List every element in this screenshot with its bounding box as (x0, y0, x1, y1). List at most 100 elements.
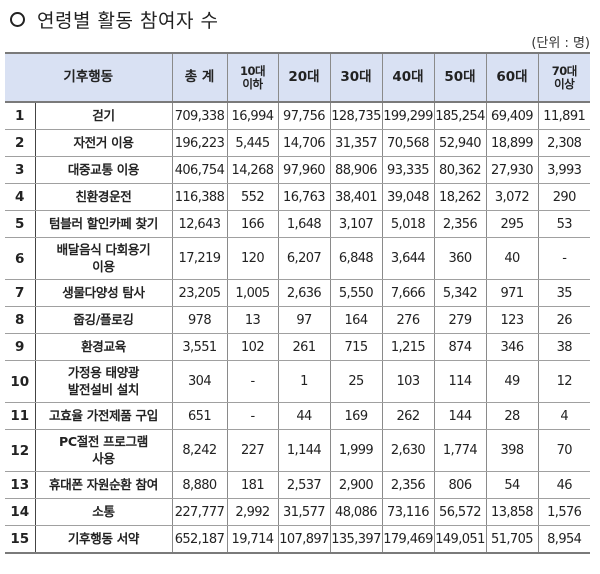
cell-age-60: 346 (485, 333, 539, 361)
cell-age-50: 360 (433, 237, 487, 280)
activity-name: 걷기 (34, 102, 173, 130)
row-number: 11 (5, 402, 36, 430)
header-activity: 기후행동 (5, 52, 173, 103)
activity-name-line1: 환경교육 (81, 338, 126, 354)
cell-age-30: 25 (329, 360, 383, 403)
cell-age-10-under: 102 (226, 333, 279, 361)
activity-name: 생물다양성 탐사 (34, 279, 173, 307)
table-row: 2 자전거 이용 196,223 5,445 14,706 31,357 70,568 52,… (5, 129, 590, 157)
cell-age-10-under: 552 (226, 183, 279, 211)
cell-age-30: 135,397 (329, 525, 383, 554)
cell-age-20: 1,648 (277, 210, 331, 238)
cell-age-30: 3,107 (329, 210, 383, 238)
activity-name: 줍깅/플로깅 (34, 306, 173, 334)
table-row: 7 생물다양성 탐사 23,205 1,005 2,636 5,550 7,666 5,342… (5, 279, 590, 307)
cell-age-60: 49 (485, 360, 539, 403)
row-number: 13 (5, 471, 36, 499)
table-row: 15 기후행동 서약 652,187 19,714 107,897 135,397 179,… (5, 525, 590, 554)
header-age-40: 40대 (381, 52, 435, 103)
cell-age-30: 5,550 (329, 279, 383, 307)
cell-age-60: 123 (485, 306, 539, 334)
cell-age-50: 18,262 (433, 183, 487, 211)
cell-age-10-under: 16,994 (226, 102, 279, 130)
cell-age-70-over: 12 (537, 360, 590, 403)
activity-name-line1: 고효율 가전제품 구입 (49, 407, 158, 423)
activity-name-line1: 휴대폰 자원순환 참여 (49, 476, 158, 492)
table-row: 14 소통 227,777 2,992 31,577 48,086 73,116 56,572… (5, 498, 590, 526)
cell-age-40: 179,469 (381, 525, 435, 554)
cell-age-60: 69,409 (485, 102, 539, 130)
activity-name: 텀블러 할인카페 찾기 (34, 210, 173, 238)
cell-age-10-under: 5,445 (226, 129, 279, 157)
cell-age-50: 80,362 (433, 156, 487, 184)
cell-age-60: 18,899 (485, 129, 539, 157)
row-number: 14 (5, 498, 36, 526)
page-title: 연령별 활동 참여자 수 (10, 6, 218, 33)
cell-age-50: 874 (433, 333, 487, 361)
activity-name-line1: 배달음식 다회용기 (56, 242, 151, 258)
cell-age-50: 144 (433, 402, 487, 430)
activity-name: 친환경운전 (34, 183, 173, 211)
cell-age-70-over: 1,576 (537, 498, 590, 526)
cell-age-10-under: 19,714 (226, 525, 279, 554)
header-age-70-line1: 70대 (551, 64, 578, 79)
cell-age-60: 13,858 (485, 498, 539, 526)
activity-name: 환경교육 (34, 333, 173, 361)
activity-name-line1: PC절전 프로그램 (59, 434, 148, 450)
cell-total: 23,205 (171, 279, 228, 307)
row-number: 5 (5, 210, 36, 238)
cell-age-30: 48,086 (329, 498, 383, 526)
row-number: 6 (5, 237, 36, 280)
activity-name-line1: 줍깅/플로깅 (73, 311, 134, 327)
header-age-70-over: 70대 이상 (537, 52, 590, 103)
cell-age-40: 199,299 (381, 102, 435, 130)
cell-age-40: 262 (381, 402, 435, 430)
cell-age-10-under: 166 (226, 210, 279, 238)
header-age-70-line2: 이상 (554, 76, 575, 91)
table-row: 4 친환경운전 116,388 552 16,763 38,401 39,048 18,262… (5, 183, 590, 211)
cell-age-30: 88,906 (329, 156, 383, 184)
activity-name: 고효율 가전제품 구입 (34, 402, 173, 430)
cell-age-20: 14,706 (277, 129, 331, 157)
cell-age-50: 806 (433, 471, 487, 499)
cell-total: 652,187 (171, 525, 228, 554)
cell-age-20: 31,577 (277, 498, 331, 526)
row-number: 3 (5, 156, 36, 184)
header-age-50: 50대 (433, 52, 487, 103)
cell-age-60: 54 (485, 471, 539, 499)
cell-age-20: 107,897 (277, 525, 331, 554)
cell-total: 709,338 (171, 102, 228, 130)
cell-age-20: 1 (277, 360, 331, 403)
cell-age-30: 31,357 (329, 129, 383, 157)
cell-age-30: 38,401 (329, 183, 383, 211)
header-age-60: 60대 (485, 52, 539, 103)
table-row: 5 텀블러 할인카페 찾기 12,643 166 1,648 3,107 5,018 2,35… (5, 210, 590, 238)
activity-name-line1: 소통 (92, 503, 115, 519)
cell-age-20: 261 (277, 333, 331, 361)
cell-age-30: 128,735 (329, 102, 383, 130)
cell-age-70-over: 290 (537, 183, 590, 211)
cell-total: 3,551 (171, 333, 228, 361)
cell-age-30: 2,900 (329, 471, 383, 499)
activity-name: 배달음식 다회용기 이용 (34, 237, 173, 280)
cell-age-20: 1,144 (277, 429, 331, 472)
cell-age-60: 3,072 (485, 183, 539, 211)
activity-name-line2: 사용 (92, 450, 115, 466)
activity-name: PC절전 프로그램 사용 (34, 429, 173, 472)
table-row: 9 환경교육 3,551 102 261 715 1,215 874 346 38 (5, 333, 590, 361)
cell-age-70-over: 3,993 (537, 156, 590, 184)
cell-age-50: 56,572 (433, 498, 487, 526)
cell-age-40: 2,630 (381, 429, 435, 472)
cell-age-70-over: 11,891 (537, 102, 590, 130)
header-total: 총 계 (171, 52, 228, 103)
table-row: 12 PC절전 프로그램 사용 8,242 227 1,144 1,999 2,630 1,77… (5, 429, 590, 472)
cell-age-30: 164 (329, 306, 383, 334)
cell-age-20: 97 (277, 306, 331, 334)
table-row: 1 걷기 709,338 16,994 97,756 128,735 199,299 185,… (5, 102, 590, 130)
header-age-10-line1: 10대 (239, 64, 266, 79)
cell-age-50: 149,051 (433, 525, 487, 554)
cell-age-20: 97,756 (277, 102, 331, 130)
cell-age-30: 169 (329, 402, 383, 430)
cell-total: 406,754 (171, 156, 228, 184)
table-row: 11 고효율 가전제품 구입 651-44 169 262 144 28 4 (5, 402, 590, 430)
